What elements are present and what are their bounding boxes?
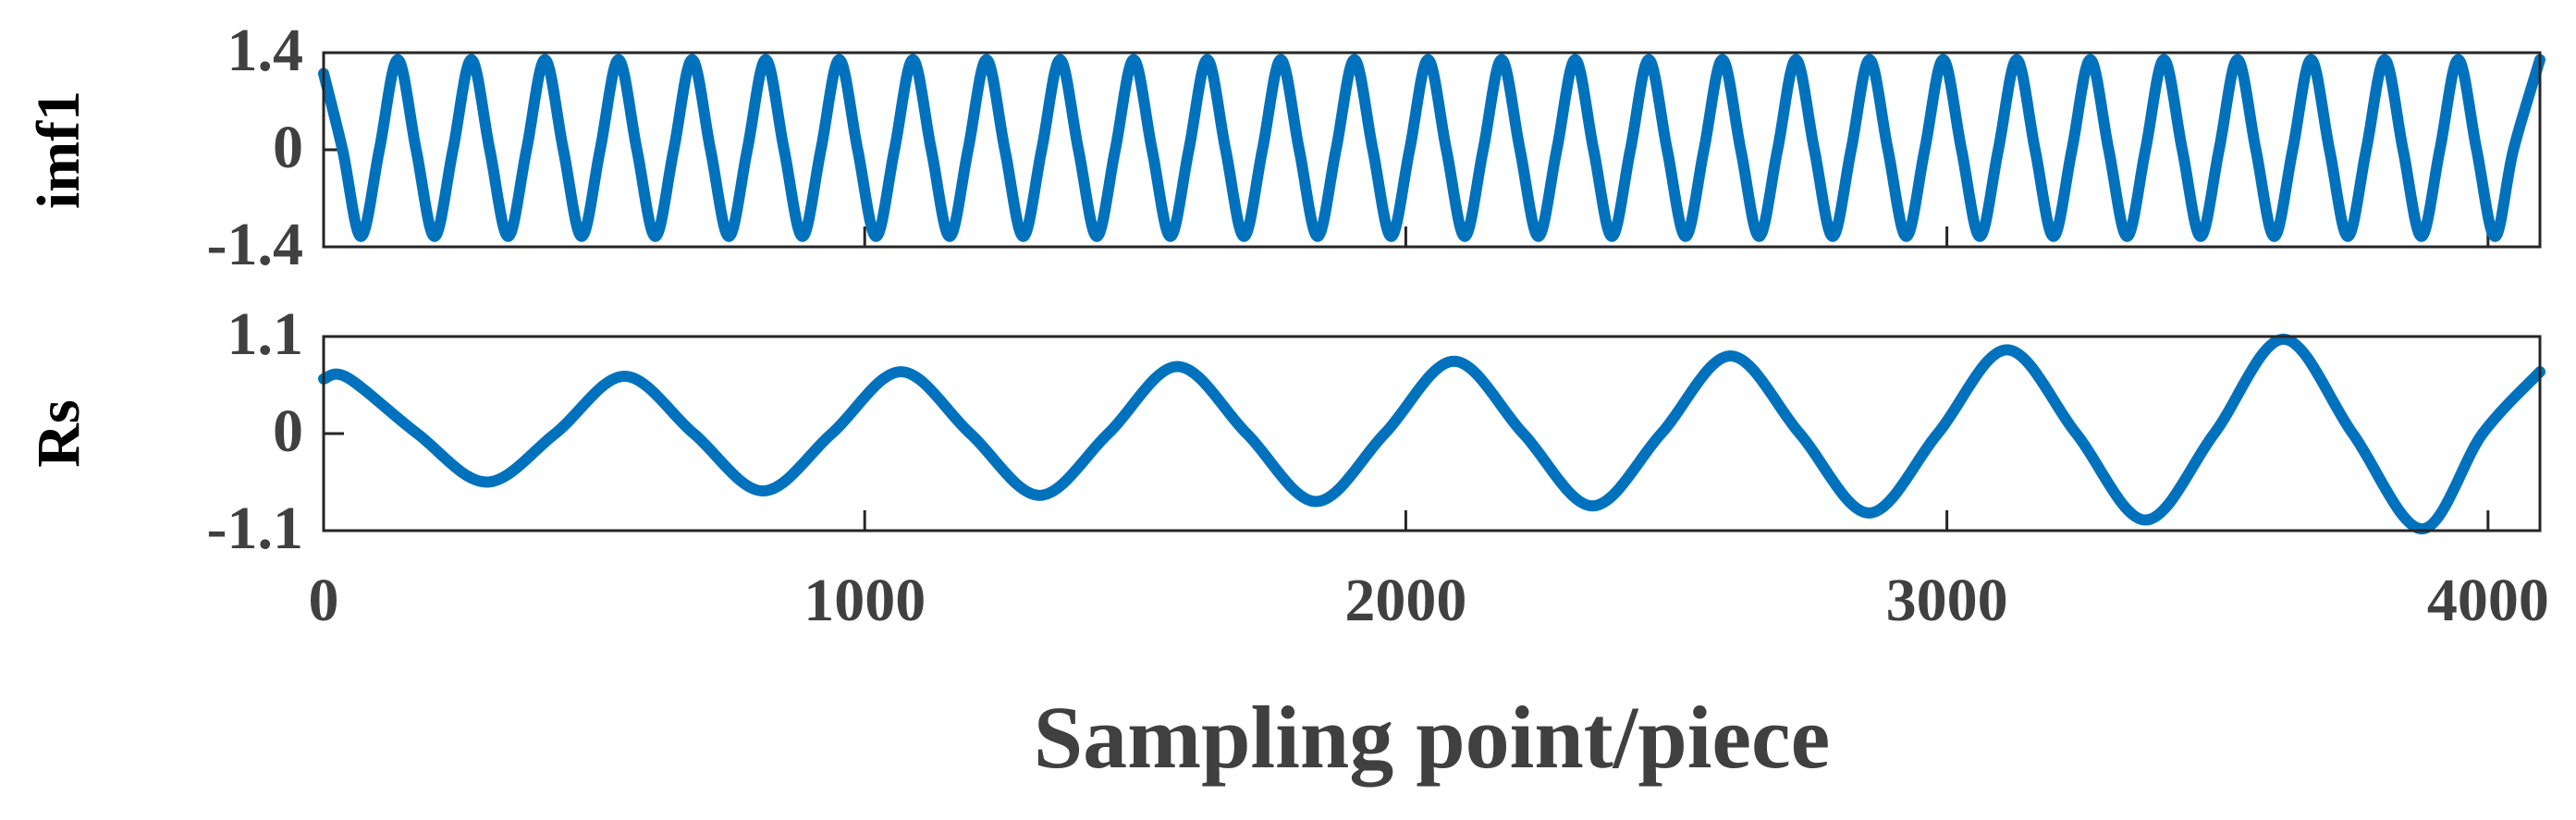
- y-tick-label: 0: [273, 398, 303, 465]
- y-tick-label: 1.1: [227, 300, 304, 368]
- y-axis-label: Rs: [25, 399, 92, 467]
- x-tick-label: 0: [309, 567, 339, 634]
- data-line: [318, 54, 2545, 242]
- x-tick-label: 2000: [1344, 567, 1466, 634]
- x-axis-label: Sampling point/piece: [1034, 688, 1830, 787]
- y-axis-label: imf1: [25, 91, 92, 209]
- y-tick-label: 0: [273, 114, 303, 181]
- y-tick-label: -1.4: [207, 211, 303, 278]
- axes-box: [322, 335, 2542, 532]
- y-tick-label: -1.1: [207, 495, 303, 562]
- data-line: [318, 333, 2545, 535]
- x-tick-label: 3000: [1886, 567, 2008, 634]
- y-tick-label: 1.4: [227, 17, 304, 84]
- x-tick-label: 1000: [803, 567, 926, 634]
- axes-box: [322, 51, 2542, 249]
- x-tick-label: 4000: [2427, 567, 2549, 634]
